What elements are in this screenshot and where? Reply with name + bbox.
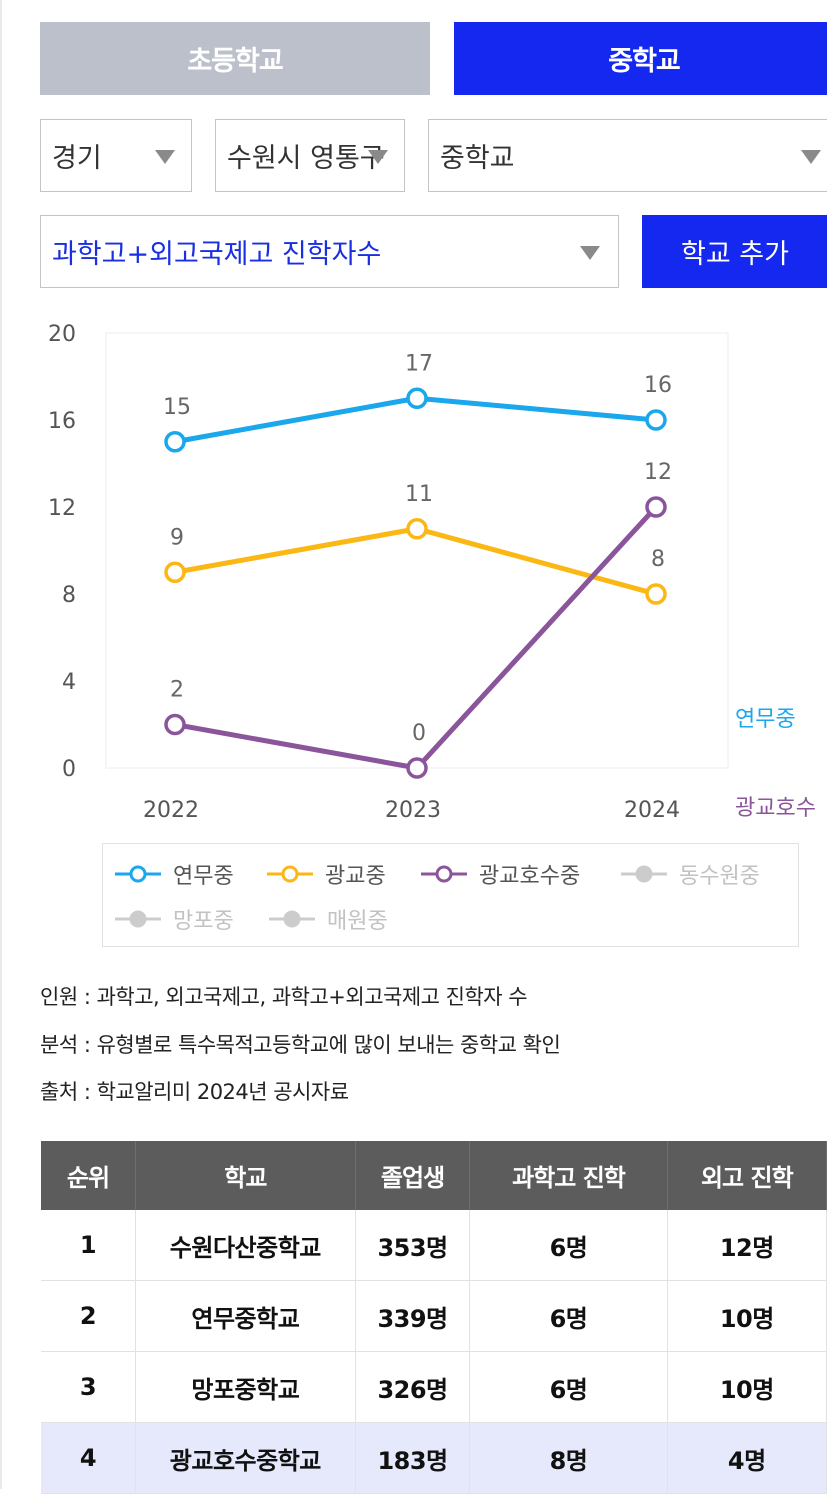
- cell-foreign: 10명: [667, 1351, 827, 1423]
- header-science-high: 과학고 진학: [469, 1141, 668, 1210]
- legend-item[interactable]: 광교호수중: [421, 858, 580, 890]
- y-tick-label: 12: [48, 496, 76, 521]
- legend-marker-icon: [421, 865, 467, 883]
- legend-label: 광교중: [325, 864, 386, 889]
- header-rank: 순위: [41, 1141, 136, 1210]
- data-label: 0: [412, 721, 426, 746]
- series-end-label: 연무중: [735, 707, 796, 732]
- data-label: 16: [644, 373, 672, 398]
- data-label: 11: [405, 482, 433, 507]
- dropdown-arrow-icon: [155, 149, 175, 164]
- header-foreign-high: 외고 진학: [667, 1141, 827, 1210]
- table-row: 3 망포중학교 326명 6명 10명: [41, 1351, 827, 1423]
- legend-marker-icon: [115, 865, 161, 883]
- left-border: [0, 0, 2, 1489]
- data-point: [645, 409, 667, 431]
- data-label: 17: [405, 351, 433, 376]
- metric-select[interactable]: 과학고+외고국제고 진학자수: [40, 215, 619, 288]
- series-end-label: 광교호수: [735, 796, 816, 821]
- legend-marker-disabled-icon: [115, 910, 161, 928]
- note-analysis: 분석 : 유형별로 특수목적고등학교에 많이 보내는 중학교 확인: [40, 1033, 561, 1057]
- cell-foreign: 10명: [667, 1280, 827, 1352]
- table-header-row: 순위 학교 졸업생 과학고 진학 외고 진학: [41, 1141, 827, 1210]
- cell-rank: 3: [41, 1351, 136, 1423]
- table-row: 1 수원다산중학교 353명 6명 12명: [41, 1210, 827, 1281]
- note-source: 출처 : 학교알리미 2024년 공시자료: [40, 1080, 349, 1104]
- y-tick-label: 20: [48, 322, 76, 347]
- tab-middle-school[interactable]: 중학교: [454, 22, 827, 95]
- data-label: 8: [651, 547, 665, 572]
- cell-school: 연무중학교: [135, 1280, 356, 1352]
- data-point: [406, 518, 428, 540]
- data-point: [645, 496, 667, 518]
- cell-rank: 1: [41, 1210, 136, 1281]
- x-tick-label: 2023: [385, 798, 441, 823]
- cell-graduates: 326명: [355, 1351, 471, 1423]
- cell-rank: 2: [41, 1280, 136, 1352]
- x-tick-label: 2022: [143, 798, 199, 823]
- data-label: 12: [644, 460, 672, 485]
- legend-marker-icon: [267, 865, 313, 883]
- cell-foreign: 4명: [667, 1422, 827, 1494]
- header-graduates: 졸업생: [355, 1141, 471, 1210]
- data-label: 2: [170, 678, 184, 703]
- x-tick-label: 2024: [624, 798, 680, 823]
- cell-science: 6명: [469, 1351, 668, 1423]
- cell-graduates: 353명: [355, 1210, 471, 1281]
- dropdown-arrow-icon: [580, 245, 600, 260]
- y-tick-label: 8: [62, 583, 76, 608]
- data-point: [406, 387, 428, 409]
- y-tick-label: 4: [62, 670, 76, 695]
- data-label: 15: [163, 395, 191, 420]
- y-tick-label: 16: [48, 409, 76, 434]
- table-row: 2 연무중학교 339명 6명 10명: [41, 1280, 827, 1352]
- cell-science: 8명: [469, 1422, 668, 1494]
- table-row-highlighted: 4 광교호수중학교 183명 8명 4명: [41, 1422, 827, 1494]
- legend-item[interactable]: 망포중: [115, 903, 234, 935]
- school-type-select-value: 중학교: [440, 143, 515, 174]
- cell-foreign: 12명: [667, 1210, 827, 1281]
- legend-item[interactable]: 연무중: [115, 858, 234, 890]
- cell-school: 수원다산중학교: [135, 1210, 356, 1281]
- legend-label: 광교호수중: [479, 864, 581, 889]
- dropdown-arrow-icon: [801, 149, 821, 164]
- cell-science: 6명: [469, 1280, 668, 1352]
- school-type-select[interactable]: 중학교: [428, 119, 827, 192]
- legend-marker-disabled-icon: [269, 910, 315, 928]
- ranking-table: 순위 학교 졸업생 과학고 진학 외고 진학 1 수원다산중학교 353명 6명…: [41, 1141, 827, 1494]
- legend-item[interactable]: 매원중: [269, 903, 388, 935]
- data-point: [406, 757, 428, 779]
- cell-graduates: 339명: [355, 1280, 471, 1352]
- data-point: [164, 713, 186, 736]
- district-select[interactable]: 수원시 영통구: [215, 119, 405, 192]
- legend-label: 연무중: [173, 864, 234, 889]
- district-select-value: 수원시 영통구: [227, 143, 385, 174]
- data-point: [164, 431, 186, 453]
- region-select-value: 경기: [52, 143, 102, 174]
- legend-item[interactable]: 광교중: [267, 858, 386, 890]
- note-count: 인원 : 과학고, 외고국제고, 과학고+외고국제고 진학자 수: [40, 985, 528, 1009]
- region-select[interactable]: 경기: [40, 119, 192, 192]
- cell-rank: 4: [41, 1422, 136, 1494]
- legend-label: 매원중: [327, 909, 388, 934]
- legend-label: 동수원중: [679, 864, 760, 889]
- data-point: [164, 561, 186, 583]
- legend-item[interactable]: 동수원중: [621, 858, 760, 890]
- data-point: [645, 583, 667, 605]
- header-school: 학교: [135, 1141, 356, 1210]
- data-label: 9: [170, 525, 184, 550]
- add-school-button[interactable]: 학교 추가: [642, 215, 827, 288]
- dropdown-arrow-icon: [368, 149, 388, 164]
- metric-select-value: 과학고+외고국제고 진학자수: [52, 239, 382, 270]
- cell-science: 6명: [469, 1210, 668, 1281]
- legend-marker-disabled-icon: [621, 865, 667, 883]
- cell-school: 망포중학교: [135, 1351, 356, 1423]
- legend-label: 망포중: [173, 909, 234, 934]
- tab-elementary[interactable]: 초등학교: [40, 22, 430, 95]
- y-tick-label: 0: [62, 757, 76, 782]
- cell-school: 광교호수중학교: [135, 1422, 356, 1494]
- cell-graduates: 183명: [355, 1422, 471, 1494]
